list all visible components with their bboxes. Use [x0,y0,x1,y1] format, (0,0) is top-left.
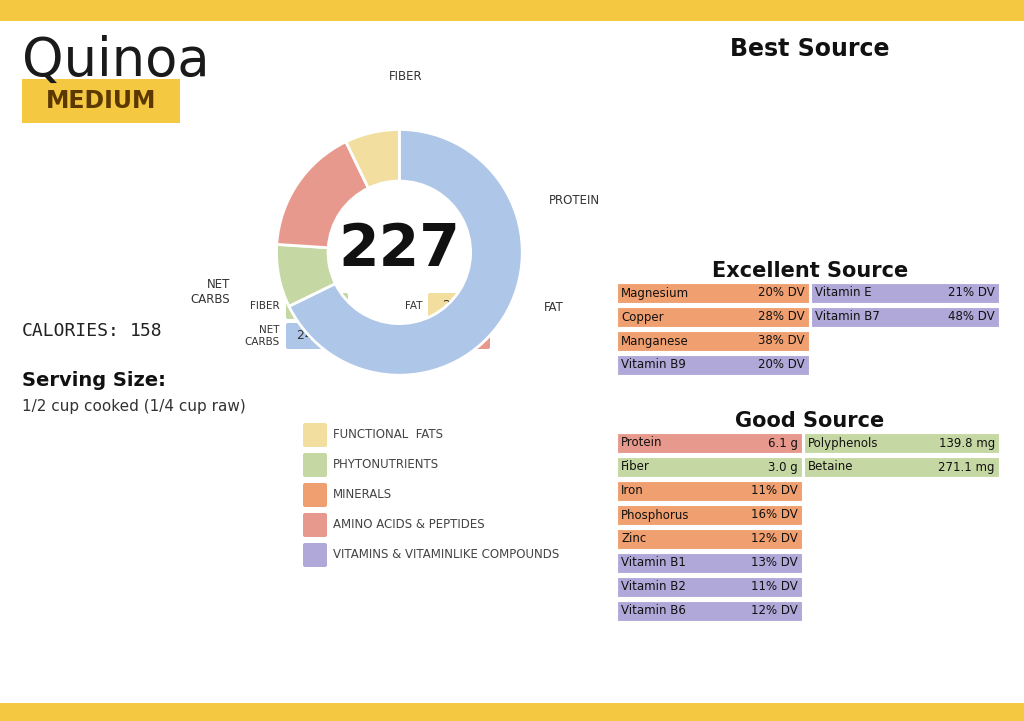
Wedge shape [346,130,399,188]
FancyBboxPatch shape [617,433,802,453]
Text: 227: 227 [338,221,461,278]
FancyBboxPatch shape [617,283,809,303]
FancyBboxPatch shape [617,355,809,375]
FancyBboxPatch shape [303,483,327,507]
Text: MINERALS: MINERALS [333,489,392,502]
Text: Fiber: Fiber [621,461,650,474]
FancyBboxPatch shape [428,323,490,349]
Text: Magnesium: Magnesium [621,286,689,299]
Text: Best Source: Best Source [730,37,890,61]
Text: 12% DV: 12% DV [752,604,798,617]
FancyBboxPatch shape [617,505,802,525]
Text: Iron: Iron [621,485,644,497]
FancyBboxPatch shape [811,283,999,303]
FancyBboxPatch shape [617,553,802,573]
Text: FAT: FAT [404,301,422,311]
FancyBboxPatch shape [303,513,327,537]
Text: 48% DV: 48% DV [948,311,995,324]
Text: 2.6 g: 2.6 g [443,299,475,312]
Text: Vitamin B9: Vitamin B9 [621,358,686,371]
Text: PROTEIN: PROTEIN [377,331,422,341]
Text: PHYTONUTRIENTS: PHYTONUTRIENTS [333,459,439,472]
Text: FIBER: FIBER [251,301,280,311]
Text: 3.0 g: 3.0 g [768,461,798,474]
Text: Betaine: Betaine [808,461,853,474]
FancyBboxPatch shape [617,481,802,501]
FancyBboxPatch shape [617,529,802,549]
Text: 6.1 g: 6.1 g [768,436,798,449]
Text: 139.8 mg: 139.8 mg [939,436,995,449]
Text: Good Source: Good Source [735,411,885,431]
Text: 11% DV: 11% DV [752,580,798,593]
Text: 13% DV: 13% DV [752,557,798,570]
FancyBboxPatch shape [617,307,809,327]
Text: 20% DV: 20% DV [759,358,805,371]
FancyBboxPatch shape [617,457,802,477]
Text: Protein: Protein [621,436,663,449]
FancyBboxPatch shape [0,703,1024,721]
FancyBboxPatch shape [303,423,327,447]
Text: Copper: Copper [621,311,664,324]
Text: Vitamin E: Vitamin E [815,286,871,299]
FancyBboxPatch shape [617,601,802,621]
Text: 6.1 g: 6.1 g [443,329,475,342]
FancyBboxPatch shape [428,293,490,319]
Text: Vitamin B1: Vitamin B1 [621,557,686,570]
Wedge shape [289,130,522,375]
Text: FAT: FAT [545,301,564,314]
Text: CALORIES:: CALORIES: [22,322,120,340]
Text: 271.1 mg: 271.1 mg [939,461,995,474]
FancyBboxPatch shape [303,453,327,477]
Text: Quinoa: Quinoa [22,35,210,87]
Text: NET
CARBS: NET CARBS [190,278,229,306]
FancyBboxPatch shape [617,331,809,351]
Text: VITAMINS & VITAMINLIKE COMPOUNDS: VITAMINS & VITAMINLIKE COMPOUNDS [333,549,559,562]
FancyBboxPatch shape [22,79,180,123]
Text: Manganese: Manganese [621,335,689,348]
Text: 1/2 cup cooked (1/4 cup raw): 1/2 cup cooked (1/4 cup raw) [22,399,246,414]
Text: Serving Size:: Serving Size: [22,371,166,391]
Text: 38% DV: 38% DV [759,335,805,348]
Text: NET
CARBS: NET CARBS [245,325,280,347]
Text: Zinc: Zinc [621,533,646,546]
Text: 11% DV: 11% DV [752,485,798,497]
Wedge shape [276,142,369,248]
Text: Polyphenols: Polyphenols [808,436,879,449]
Text: FIBER: FIBER [389,70,422,83]
FancyBboxPatch shape [286,293,348,319]
Wedge shape [276,244,335,306]
Text: AMINO ACIDS & PEPTIDES: AMINO ACIDS & PEPTIDES [333,518,484,531]
FancyBboxPatch shape [804,457,999,477]
FancyBboxPatch shape [286,323,348,349]
Text: Vitamin B6: Vitamin B6 [621,604,686,617]
Text: Vitamin B2: Vitamin B2 [621,580,686,593]
Text: 12% DV: 12% DV [752,533,798,546]
Text: 24.6 g: 24.6 g [297,329,337,342]
Text: 28% DV: 28% DV [759,311,805,324]
Text: MEDIUM: MEDIUM [46,89,157,113]
FancyBboxPatch shape [804,433,999,453]
Text: 20% DV: 20% DV [759,286,805,299]
Text: 3 g: 3 g [307,299,327,312]
Text: Phosphorus: Phosphorus [621,508,689,521]
Text: PROTEIN: PROTEIN [549,194,600,207]
Text: 16% DV: 16% DV [752,508,798,521]
FancyBboxPatch shape [617,577,802,597]
Text: Excellent Source: Excellent Source [712,261,908,281]
FancyBboxPatch shape [0,0,1024,21]
FancyBboxPatch shape [303,543,327,567]
FancyBboxPatch shape [811,307,999,327]
Text: FUNCTIONAL  FATS: FUNCTIONAL FATS [333,428,443,441]
Text: Vitamin B7: Vitamin B7 [815,311,880,324]
Text: 21% DV: 21% DV [948,286,995,299]
Text: 158: 158 [130,322,163,340]
